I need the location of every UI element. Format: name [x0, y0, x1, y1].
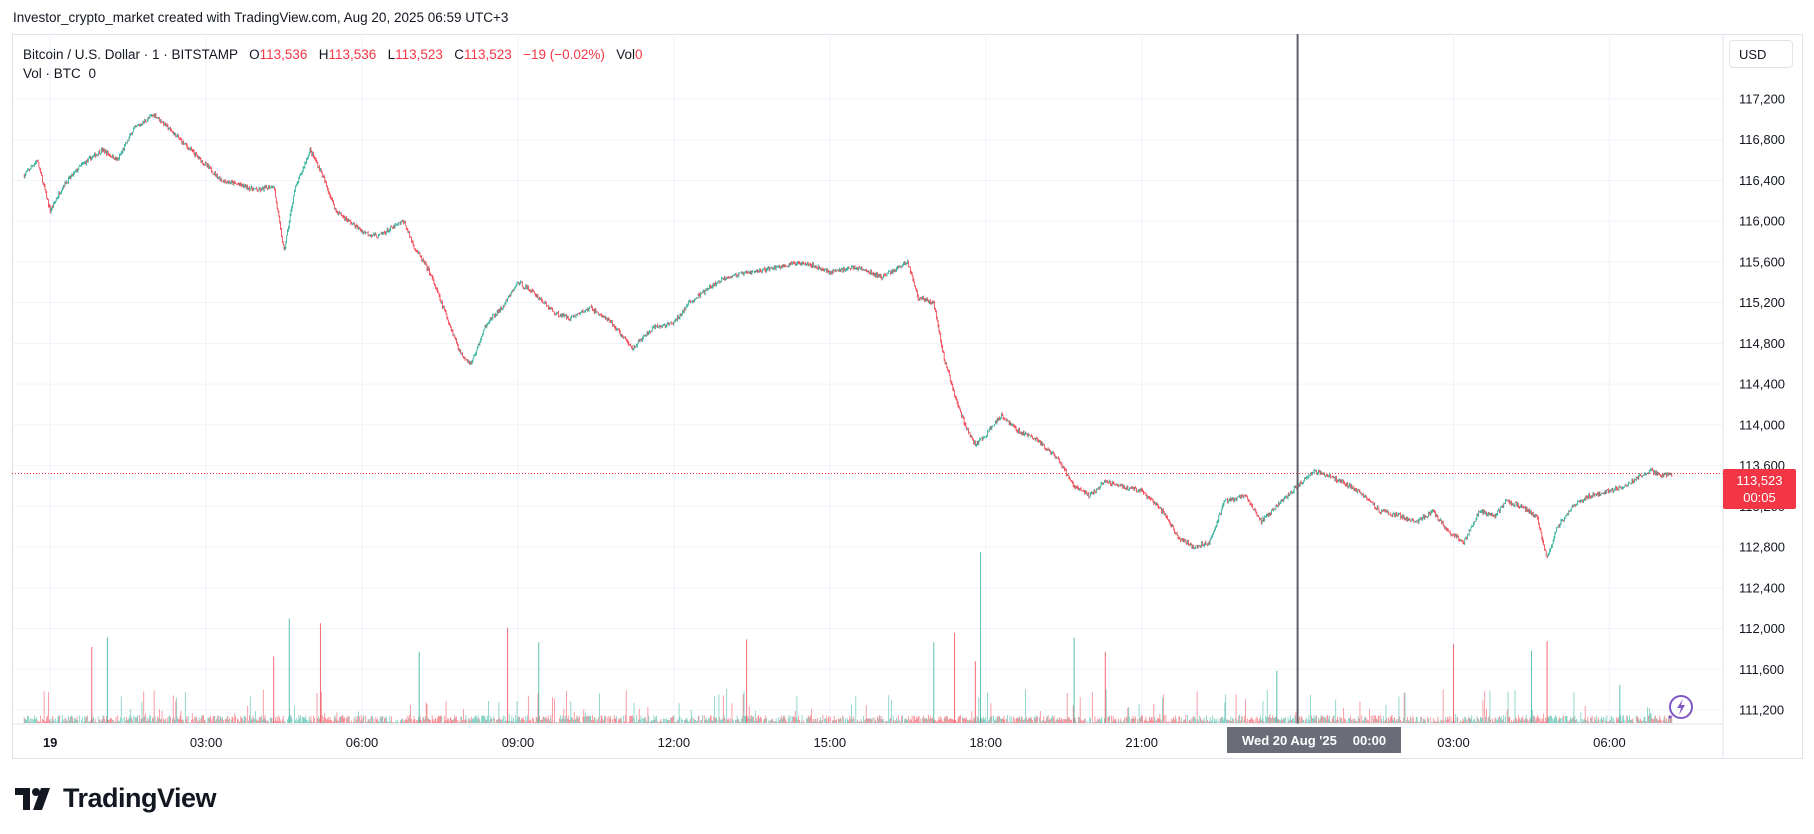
low-label: L [387, 47, 396, 62]
price-tick-label: 114,400 [1739, 377, 1785, 392]
crosshair-date: Wed 20 Aug '25 [1241, 732, 1337, 748]
tradingview-logo-icon [15, 787, 50, 810]
high-label: H [318, 47, 329, 62]
price-tick-label: 112,000 [1739, 621, 1785, 636]
currency-button[interactable]: USD [1729, 40, 1793, 68]
price-tick-label: 114,800 [1739, 336, 1785, 351]
time-tick-label: 03:00 [190, 735, 223, 750]
tradingview-logo-text: TradingView [63, 783, 217, 813]
bar-countdown: 00:05 [1743, 490, 1776, 505]
price-tick-label: 112,800 [1739, 540, 1785, 555]
volume-indicator-legend[interactable]: Vol · BTC 0 [23, 66, 96, 81]
price-tick-label: 115,200 [1739, 295, 1785, 310]
close-value: 113,523 [463, 47, 512, 62]
symbol-label[interactable]: Bitcoin / U.S. Dollar · 1 · BITSTAMP [23, 47, 238, 62]
lightning-icon[interactable] [1664, 693, 1696, 725]
low-value: 113,523 [395, 47, 443, 62]
chart-caption: Investor_crypto_market created with Trad… [13, 10, 509, 25]
time-tick-label: 15:00 [814, 735, 847, 750]
price-tick-label: 116,000 [1739, 214, 1785, 229]
time-tick-label: 21:00 [1125, 735, 1158, 750]
chart-frame [12, 34, 1803, 759]
open-value: 113,536 [259, 47, 308, 62]
tradingview-logo[interactable]: TradingView [15, 783, 217, 814]
last-price-label: 113,523 00:05 [1723, 469, 1796, 509]
crosshair-time-label: Wed 20 Aug '25 00:00 [1227, 727, 1401, 753]
price-tick-label: 115,600 [1739, 254, 1785, 269]
time-tick-label: 06:00 [346, 735, 379, 750]
time-tick-label: 18:00 [969, 735, 1002, 750]
price-tick-label: 116,800 [1739, 132, 1785, 147]
time-tick-label: 19 [43, 735, 57, 750]
grid-lines [12, 34, 1723, 724]
time-axis: 19 03:00 06:00 09:00 12:00 15:00 18:00 21:00 03:… [43, 735, 1626, 750]
time-tick-label: 12:00 [658, 735, 691, 750]
change-value: −19 (−0.02%) [523, 47, 605, 62]
close-label: C [454, 47, 464, 62]
time-tick-label: 09:00 [502, 735, 535, 750]
price-tick-label: 117,200 [1739, 92, 1785, 107]
open-label: O [249, 47, 260, 62]
volume-bars [23, 552, 1673, 723]
ohlc-legend: Bitcoin / U.S. Dollar · 1 · BITSTAMP O11… [23, 45, 642, 65]
candle-series [23, 113, 1673, 559]
time-tick-label: 03:00 [1437, 735, 1470, 750]
volume-value: 0 [634, 47, 643, 62]
crosshair-time: 00:00 [1352, 732, 1387, 748]
price-tick-label: 114,000 [1739, 417, 1785, 432]
last-price-value: 113,523 [1736, 473, 1783, 488]
price-tick-label: 116,400 [1739, 173, 1785, 188]
time-tick-label: 06:00 [1593, 735, 1626, 750]
price-axis: 117,200 116,800 116,400 116,000 115,600 115,2… [1739, 92, 1785, 718]
price-tick-label: 111,600 [1739, 662, 1784, 677]
price-tick-label: 111,200 [1739, 703, 1784, 718]
volume-indicator-value: 0 [88, 66, 97, 81]
volume-label: Vol [616, 47, 635, 62]
volume-indicator-label: Vol · BTC [23, 66, 81, 81]
price-tick-label: 112,400 [1739, 580, 1785, 595]
high-value: 113,536 [328, 47, 377, 62]
